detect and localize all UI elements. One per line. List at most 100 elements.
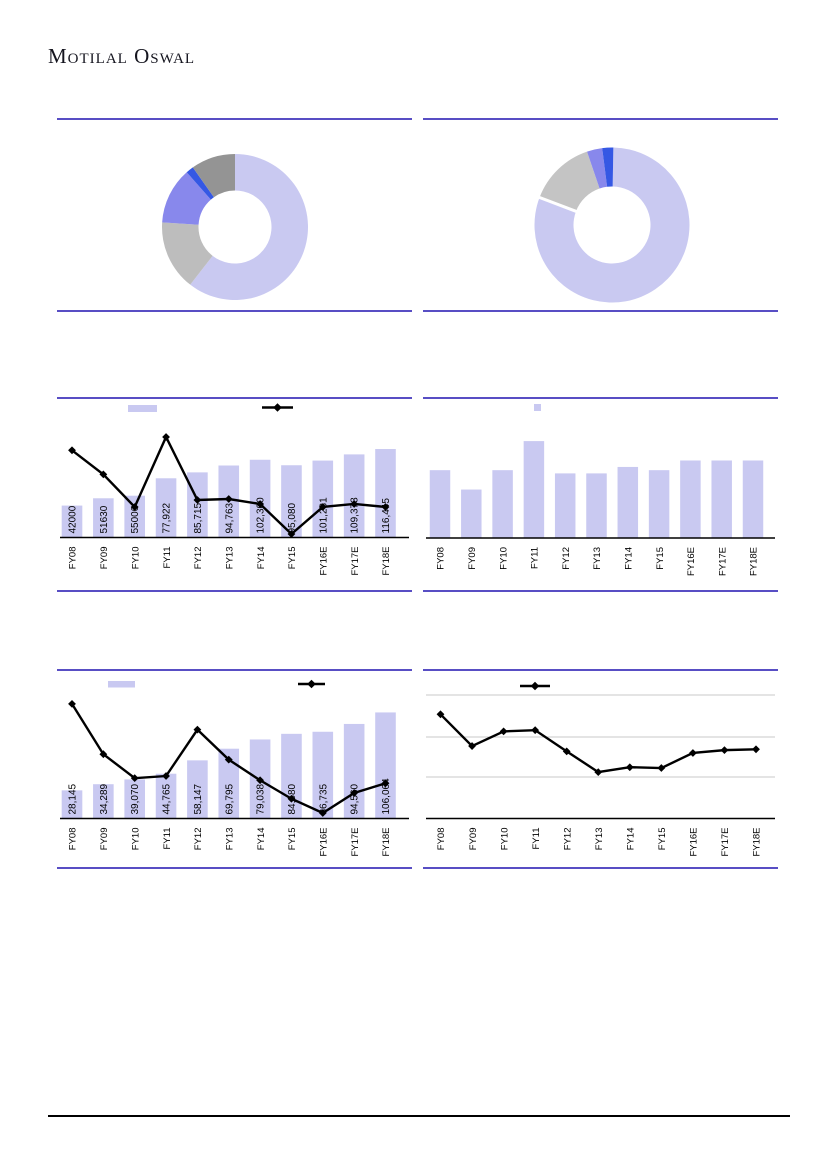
bar [61,790,83,819]
category-label: FY09 [99,547,110,570]
bar [155,773,177,819]
category-label: FY16E [319,547,330,576]
bar-value-label: 55000 [130,505,141,533]
category-label: FY09 [467,547,478,570]
category-label: FY13 [594,828,605,851]
category-label: FY10 [130,828,141,851]
bar-value-label: 94,560 [350,783,361,814]
bar-value-label: 102,300 [256,497,267,534]
bar [461,489,482,538]
category-label: FY14 [256,828,267,851]
bar-value-label: 42000 [68,505,79,533]
category-label: FY11 [162,828,173,850]
category-label: FY17E [350,547,361,576]
bar [711,460,732,538]
donut-slice [192,154,235,198]
line-marker-icon [256,776,264,785]
panel-rule [57,590,412,592]
legend-bar-swatch [108,681,135,688]
category-label: FY17E [717,547,728,576]
panel-rule [423,669,778,671]
category-label: FY17E [350,828,361,857]
bar [648,470,670,538]
bar [680,460,701,538]
line-marker-icon [562,747,571,756]
line-marker-icon [99,470,108,479]
bar-value-label: 116,445 [381,498,392,534]
panel-rule [423,590,778,592]
category-label: FY08 [436,828,447,851]
donut-slice [162,222,213,285]
panel-rule [57,310,412,312]
category-label: FY11 [530,547,541,569]
category-label: FY13 [224,547,235,570]
bar-value-label: 101,231 [318,497,329,534]
bar-line-chart-middle-left: 42000 51630 55000 77,922 85,715 94,763 102,300… [60,403,409,576]
line-marker-icon [625,763,634,772]
bar-line-chart-bottom-left: 28,145 34,289 39,070 44,765 58,147 69,795 79,0… [60,679,409,857]
category-label: FY09 [99,828,110,851]
category-label: FY08 [436,547,447,570]
bar [312,460,334,538]
panel-rule [423,397,778,399]
bar [312,731,334,819]
category-label: FY15 [657,828,668,851]
bar [586,473,607,538]
category-label: FY15 [655,547,666,570]
panel-rule [57,669,412,671]
bar-value-label: 69,795 [224,783,235,814]
bar [124,495,145,538]
category-label: FY18E [749,547,760,576]
panel-rule [57,397,412,399]
line-marker-icon [720,746,729,755]
line-marker-icon [256,500,264,508]
category-label: FY14 [624,547,635,570]
panel-rule [57,867,412,869]
bar-value-label: 85,715 [193,502,204,533]
category-label: FY13 [592,547,603,570]
bar [61,505,83,538]
donut-slice [539,151,600,212]
bar [281,733,302,819]
category-label: FY14 [256,547,267,570]
donut-slice [534,147,690,303]
bar [375,449,396,538]
donut-chart-top-left [162,154,308,300]
panel-rule [57,118,412,120]
bar-value-label: 106,064 [381,778,392,815]
category-label: FY16E [319,828,330,857]
line-marker-icon [350,500,359,508]
bar-value-label: 34,289 [99,783,110,814]
category-label: FY18E [381,828,392,857]
category-label: FY08 [68,547,79,570]
donut-slice [587,148,608,189]
trend-line [439,713,757,774]
donut-slice [190,154,308,300]
line-marker-icon [68,446,76,455]
category-label: FY12 [562,828,573,851]
brand-logo: Motilal Oswal [48,44,196,68]
category-label: FY15 [287,547,298,570]
category-label: FY12 [561,547,572,570]
line-marker-icon [130,503,139,511]
line-marker-icon [224,495,233,503]
donut-chart-top-right [534,147,690,303]
line-marker-icon [273,403,282,412]
line-marker-icon [318,809,327,817]
bar [93,498,114,538]
category-label: FY15 [287,828,298,851]
panel-rule [423,310,778,312]
category-label: FY09 [468,828,479,851]
line-chart-bottom-right: FY08 FY09 FY10 FY11 FY12 FY13 FY14 FY15 FY16E FY1… [426,681,775,857]
bar [523,441,545,538]
panel-rule [423,867,778,869]
line-marker-icon [130,774,139,783]
bar [429,470,451,538]
bar [124,779,145,819]
line-marker-icon [99,750,108,759]
category-label: FY12 [193,547,204,570]
bar-value-label: 58,147 [193,783,204,814]
line-marker-icon [752,745,760,754]
bar-value-label: 94,763 [224,502,235,533]
